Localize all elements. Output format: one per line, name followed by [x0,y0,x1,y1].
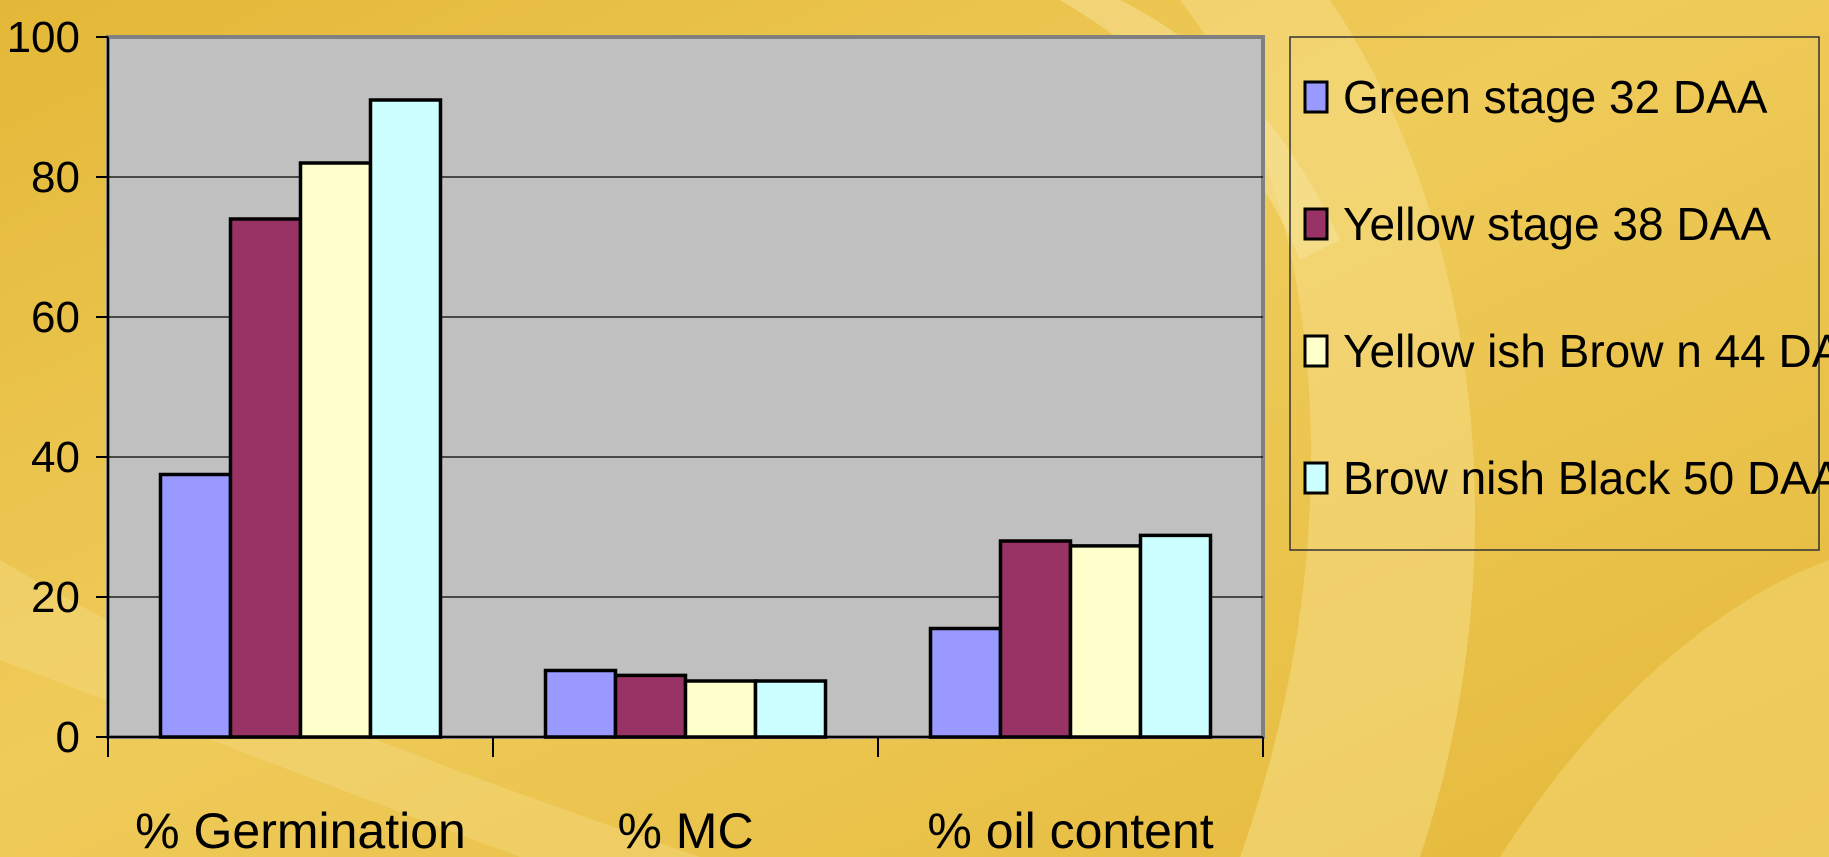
legend-swatch [1303,461,1329,495]
legend-label: Green stage 32 DAA [1343,71,1768,123]
category-label: % Germination [135,803,466,857]
bar [613,673,688,739]
axes [96,36,1264,757]
category-labels: % Germination % MC % oil content [135,803,1214,857]
legend: Green stage 32 DAA Yellow stage 38 DAA Yel… [1289,36,1829,551]
legend-label: Yellow stage 38 DAA [1343,198,1771,250]
bar [368,98,443,739]
bar [228,217,303,739]
bar [683,679,758,739]
y-tick-labels: 0 20 40 60 80 100 [7,13,80,762]
category-label: % oil content [927,803,1213,857]
legend-box [1289,36,1820,551]
bar [753,679,828,739]
legend-swatch [1303,80,1329,114]
legend-label: Yellow ish Brow n 44 DAA [1343,325,1829,377]
y-tick-label: 20 [31,573,80,622]
legend-swatch [1303,207,1329,241]
y-tick-label: 0 [56,713,80,762]
y-tick-label: 60 [31,293,80,342]
bar [543,668,618,739]
y-tick-label: 40 [31,433,80,482]
bar [928,626,1003,739]
bar [158,472,233,739]
bar [298,161,373,739]
y-tick-label: 100 [7,13,80,62]
bar [998,539,1073,739]
category-label: % MC [617,803,753,857]
legend-swatch [1303,334,1329,368]
y-tick-label: 80 [31,153,80,202]
bar [1068,544,1143,739]
bar [1138,533,1213,739]
legend-label: Brow nish Black 50 DAA [1343,452,1829,504]
